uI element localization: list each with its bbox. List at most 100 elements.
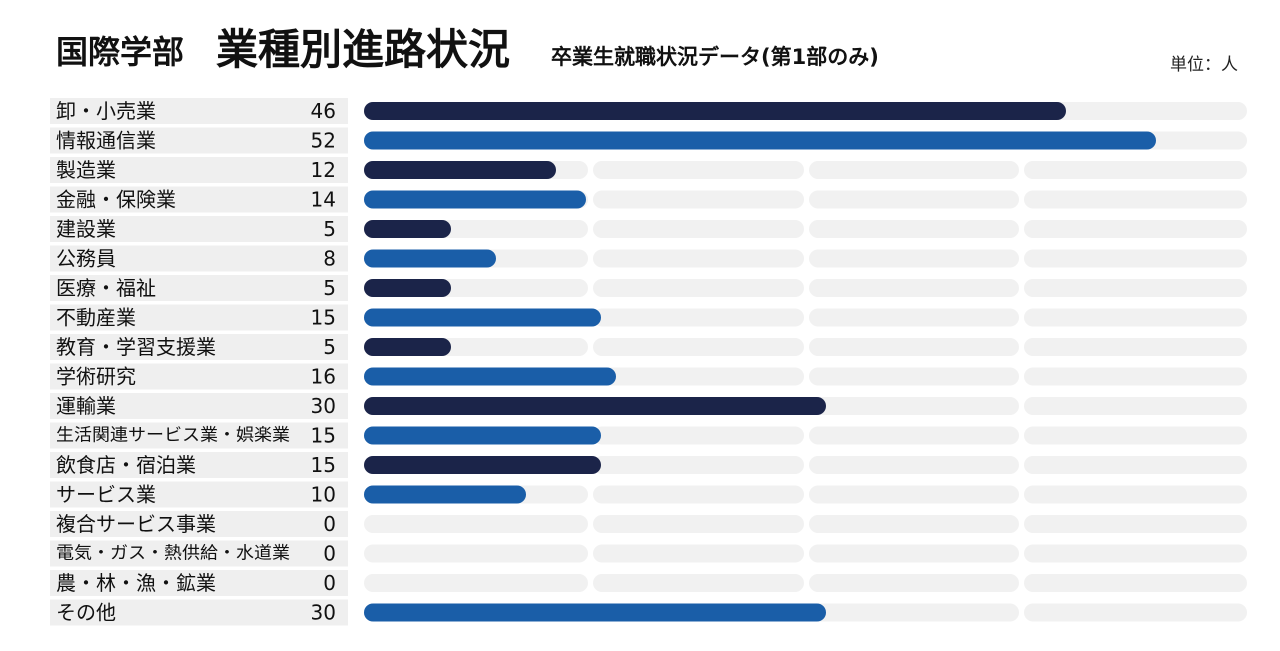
bar-track bbox=[593, 426, 804, 445]
bar bbox=[364, 279, 451, 297]
bar-track bbox=[809, 308, 1019, 327]
value-label: 12 bbox=[311, 158, 336, 182]
bar-row: 農・林・漁・鉱業 0 bbox=[50, 570, 1247, 596]
category-label: 生活関連サービス業・娯楽業 bbox=[56, 426, 290, 446]
bar-track bbox=[593, 456, 804, 474]
bar-track bbox=[593, 544, 804, 563]
bar-track bbox=[1024, 456, 1247, 474]
bar bbox=[364, 397, 826, 415]
value-label: 30 bbox=[311, 601, 336, 625]
bar-row: その他 30 bbox=[50, 599, 1247, 626]
bar bbox=[364, 485, 526, 504]
bar-track bbox=[809, 161, 1019, 179]
bar-track bbox=[1024, 603, 1247, 622]
bar-track bbox=[364, 544, 588, 563]
category-label: 飲食店・宿泊業 bbox=[56, 453, 196, 477]
bar-track bbox=[593, 574, 804, 592]
bar-track bbox=[593, 515, 804, 533]
bar-row: 医療・福祉 5 bbox=[50, 275, 1247, 301]
bar-row: 生活関連サービス業・娯楽業 15 bbox=[50, 422, 1247, 449]
bar-row: 運輸業 30 bbox=[50, 393, 1247, 419]
bar-track bbox=[1024, 397, 1247, 415]
category-label: 運輸業 bbox=[56, 394, 116, 418]
bar-track bbox=[1024, 485, 1247, 504]
value-label: 10 bbox=[311, 483, 336, 507]
bar-track bbox=[809, 190, 1019, 209]
bar-track bbox=[593, 249, 804, 268]
bar-track bbox=[364, 574, 588, 592]
bar-track bbox=[1024, 515, 1247, 533]
category-label: 電気・ガス・熱供給・水道業 bbox=[56, 544, 290, 564]
bar bbox=[364, 338, 451, 356]
bar-track bbox=[593, 279, 804, 297]
bar-track bbox=[809, 367, 1019, 386]
label-band bbox=[50, 393, 348, 419]
value-label: 5 bbox=[323, 276, 336, 300]
category-label: 農・林・漁・鉱業 bbox=[56, 571, 216, 595]
label-band bbox=[50, 127, 348, 154]
category-label: 不動産業 bbox=[56, 306, 136, 330]
bar bbox=[364, 249, 496, 268]
bar-track bbox=[1024, 220, 1247, 238]
bar-row: 電気・ガス・熱供給・水道業 0 bbox=[50, 540, 1247, 567]
bar bbox=[364, 131, 1156, 150]
bar-track bbox=[593, 161, 804, 179]
bar-row: サービス業 10 bbox=[50, 481, 1247, 508]
label-band bbox=[50, 599, 348, 626]
category-label: 卸・小売業 bbox=[56, 99, 156, 123]
label-band bbox=[50, 570, 348, 596]
bar bbox=[364, 308, 601, 327]
bar-row: 学術研究 16 bbox=[50, 363, 1247, 390]
value-label: 14 bbox=[311, 188, 336, 212]
label-band bbox=[50, 422, 348, 449]
bar-track bbox=[1024, 544, 1247, 563]
bar-row: 不動産業 15 bbox=[50, 304, 1247, 331]
category-label: 学術研究 bbox=[56, 365, 136, 389]
bar-track bbox=[1024, 367, 1247, 386]
bar-track bbox=[1024, 338, 1247, 356]
bar-track bbox=[593, 308, 804, 327]
bar-track bbox=[809, 544, 1019, 563]
label-band bbox=[50, 540, 348, 567]
value-label: 46 bbox=[311, 99, 336, 123]
bar-row: 金融・保険業 14 bbox=[50, 186, 1247, 213]
bar-track bbox=[1024, 426, 1247, 445]
bar bbox=[364, 456, 601, 474]
value-label: 5 bbox=[323, 217, 336, 241]
bar bbox=[364, 190, 586, 209]
bar-track bbox=[1024, 249, 1247, 268]
label-band bbox=[50, 186, 348, 213]
bar bbox=[364, 603, 826, 622]
value-label: 15 bbox=[311, 453, 336, 477]
bar-track bbox=[809, 397, 1019, 415]
bar-row: 情報通信業 52 bbox=[50, 127, 1247, 154]
category-label: 建設業 bbox=[56, 217, 116, 241]
bar-row: 建設業 5 bbox=[50, 216, 1247, 242]
label-band bbox=[50, 363, 348, 390]
value-label: 0 bbox=[323, 571, 336, 595]
bar-row: 公務員 8 bbox=[50, 245, 1247, 272]
bar bbox=[364, 102, 1066, 120]
bar-row: 卸・小売業 46 bbox=[50, 98, 1247, 124]
category-label: 公務員 bbox=[56, 247, 116, 271]
bar-track bbox=[809, 279, 1019, 297]
bar-track bbox=[1024, 102, 1247, 120]
label-band bbox=[50, 245, 348, 272]
label-band bbox=[50, 452, 348, 478]
unit-label: 単位：人 bbox=[1170, 55, 1238, 75]
bar-row: 教育・学習支援業 5 bbox=[50, 334, 1247, 360]
bar-track bbox=[809, 515, 1019, 533]
category-label: 金融・保険業 bbox=[56, 188, 176, 212]
department-title: 国際学部 bbox=[56, 33, 185, 71]
bar bbox=[364, 161, 556, 179]
bar-row: 飲食店・宿泊業 15 bbox=[50, 452, 1247, 478]
bar-track bbox=[593, 338, 804, 356]
bar-track bbox=[593, 190, 804, 209]
bar-track bbox=[809, 249, 1019, 268]
value-label: 8 bbox=[323, 247, 336, 271]
bar-row: 複合サービス事業 0 bbox=[50, 511, 1247, 537]
bar bbox=[364, 426, 601, 445]
label-band bbox=[50, 98, 348, 124]
bar-track bbox=[593, 220, 804, 238]
